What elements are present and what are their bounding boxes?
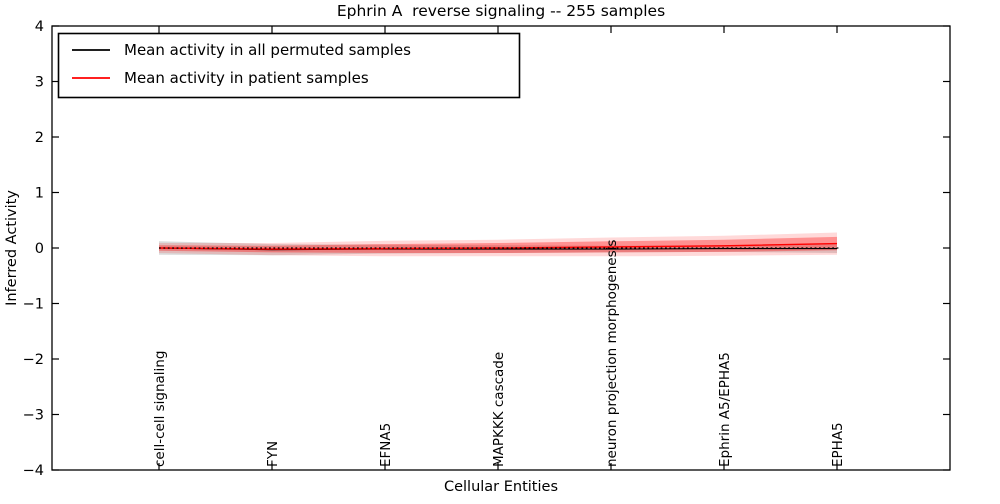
y-tick-label: −3 xyxy=(23,408,44,424)
y-tick-label: −1 xyxy=(23,297,44,313)
x-tick-label: FYN xyxy=(265,441,281,467)
plot-area xyxy=(158,232,839,257)
y-tick-label: 1 xyxy=(35,186,44,202)
x-tick-label: MAPKKK cascade xyxy=(491,352,507,467)
y-tick-label: −4 xyxy=(23,463,44,479)
y-tick-label: 3 xyxy=(35,75,44,91)
x-tick-label: Ephrin A5/EPHA5 xyxy=(717,352,733,467)
y-tick-label: 0 xyxy=(35,241,44,257)
chart-title: Ephrin A reverse signaling -- 255 sample… xyxy=(337,2,665,20)
legend-label-patient: Mean activity in patient samples xyxy=(124,69,369,87)
x-axis-label: Cellular Entities xyxy=(444,479,558,495)
x-tick-label: EPHA5 xyxy=(830,422,846,467)
y-tick-label: 2 xyxy=(35,130,44,146)
y-tick-label: 4 xyxy=(35,19,44,35)
x-tick-label: neuron projection morphogenesis xyxy=(604,240,620,467)
x-tick-label: cell-cell signaling xyxy=(152,351,168,467)
legend-box xyxy=(57,32,521,99)
y-axis-label: Inferred Activity xyxy=(4,190,20,306)
axis-tick-labels: cell-cell signaling FYN EFNA5 MAPKKK cascad… xyxy=(23,19,846,479)
legend: Mean activity in all permuted samples Me… xyxy=(57,32,521,99)
legend-label-permuted: Mean activity in all permuted samples xyxy=(124,41,411,59)
y-tick-label: −2 xyxy=(23,352,44,368)
patient-confidence-band-outer xyxy=(159,232,837,257)
x-tick-label: EFNA5 xyxy=(378,423,394,467)
